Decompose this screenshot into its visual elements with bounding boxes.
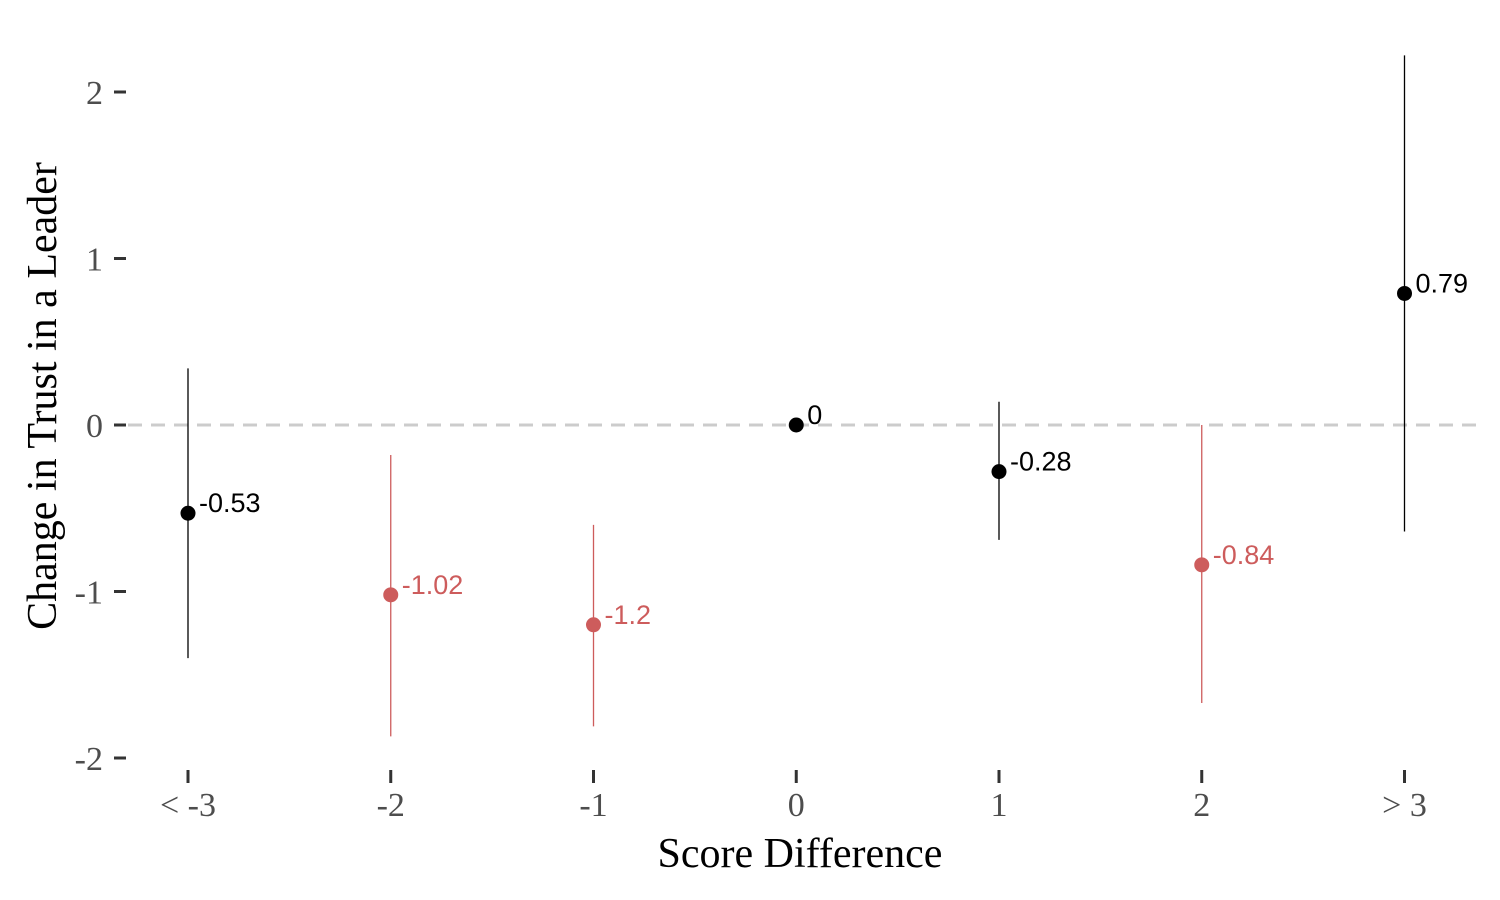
y-axis-title: Change in Trust in a Leader [20, 162, 66, 630]
data-point [991, 464, 1007, 480]
x-tick-label: < -3 [160, 787, 216, 824]
data-point [1397, 285, 1412, 301]
y-tick-label: -2 [75, 741, 103, 778]
x-axis-title: Score Difference [658, 831, 943, 877]
y-tick-label: 0 [86, 408, 103, 445]
data-label: -1.2 [605, 600, 652, 630]
data-label: 0.79 [1416, 268, 1469, 298]
data-point [586, 617, 601, 633]
x-tick-label: 0 [788, 787, 805, 824]
x-tick-label: -1 [579, 787, 607, 824]
data-label: -1.02 [402, 570, 464, 600]
y-tick-label: -1 [75, 575, 103, 612]
data-label: -0.84 [1213, 540, 1275, 570]
y-tick-label: 1 [86, 242, 103, 279]
x-tick-label: 1 [991, 787, 1008, 824]
data-label: -0.53 [199, 488, 261, 518]
data-point [383, 587, 399, 603]
x-tick-label: 2 [1193, 787, 1210, 824]
data-label: 0 [807, 400, 822, 430]
data-point [1194, 557, 1210, 573]
data-point [180, 505, 196, 521]
data-point [788, 417, 804, 433]
y-tick-label: 2 [86, 75, 103, 112]
x-tick-label: -2 [377, 787, 405, 824]
x-tick-label: > 3 [1382, 787, 1427, 824]
data-label: -0.28 [1010, 447, 1072, 477]
